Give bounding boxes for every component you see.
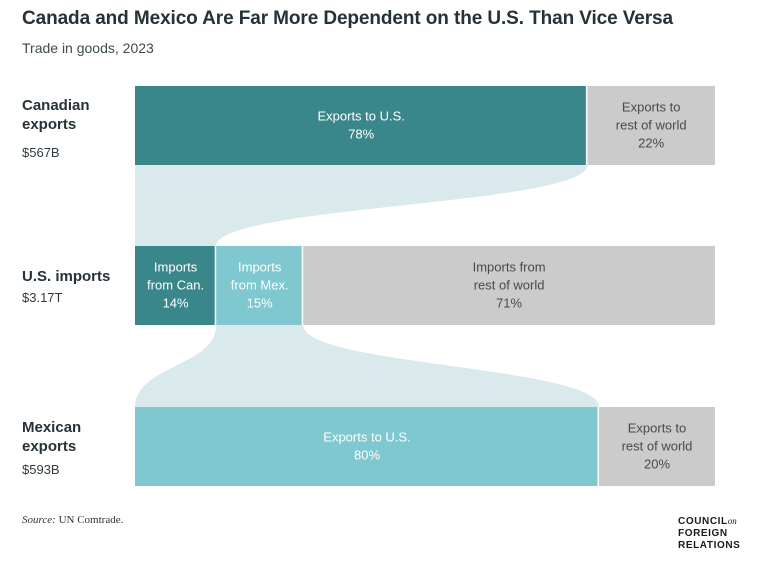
stacked-bars: Exports to U.S. 78% Exports to rest of worl… [135, 86, 715, 486]
bar-1-segment-0-category-label: Imports [154, 260, 198, 275]
bar-1-segment-2-category-label: Imports from [473, 260, 546, 275]
bar-0-segment-0 [135, 86, 586, 165]
logo-on: on [727, 516, 737, 526]
row-label-mexican-exports: Mexican exports [22, 418, 81, 456]
logo-line3: RELATIONS [678, 540, 741, 551]
bar-0-segment-1-category-label: rest of world [616, 118, 687, 133]
bar-2-segment-0-value-label: 80% [354, 448, 380, 463]
bar-0-segment-1 [587, 86, 715, 165]
row-label-line2: exports [22, 438, 77, 455]
bar-2-segment-1 [599, 407, 715, 486]
logo-line1: COUNCIL [678, 516, 728, 527]
bar-0-segment-1-value-label: 22% [638, 136, 664, 151]
bar-0-segment-0-category-label: Exports to U.S. [317, 109, 404, 124]
bar-1-segment-2-value-label: 71% [496, 296, 522, 311]
row-label-line1: Mexican [22, 419, 82, 436]
bar-0-segment-0-value-label: 78% [348, 127, 374, 142]
logo-line2: FOREIGN [678, 528, 728, 539]
row-label-line2: exports [22, 116, 77, 133]
chart-title: Canada and Mexico Are Far More Dependent… [22, 8, 673, 29]
source-note: Source: UN Comtrade. [22, 514, 123, 526]
bar-1-segment-1 [216, 246, 302, 325]
bar-0-segment-1-category-label: Exports to [622, 100, 681, 115]
flow-band-1 [135, 325, 599, 407]
bar-2-segment-1-category-label: rest of world [622, 439, 693, 454]
bar-1-segment-1-category-label: Imports [238, 260, 282, 275]
cfr-logo: COUNCILon FOREIGN RELATIONS [678, 515, 740, 552]
row-total-mexican-exports: $593B [22, 462, 60, 477]
row-label-canadian-exports: Canadian exports [22, 96, 90, 134]
row-label-line1: Canadian [22, 97, 90, 114]
source-text: UN Comtrade. [58, 514, 124, 526]
source-label: Source: [22, 514, 56, 526]
chart-subtitle: Trade in goods, 2023 [22, 40, 154, 56]
bar-2-segment-0-category-label: Exports to U.S. [323, 430, 410, 445]
bar-1-segment-0-category-label: from Can. [147, 278, 204, 293]
bar-1-segment-2-category-label: rest of world [474, 278, 545, 293]
flow-bands [135, 165, 599, 407]
bar-1-segment-2 [303, 246, 715, 325]
bar-1-segment-1-category-label: from Mex. [231, 278, 289, 293]
bar-2-segment-1-value-label: 20% [644, 457, 670, 472]
bar-2-segment-0 [135, 407, 598, 486]
bar-1-segment-0 [135, 246, 215, 325]
bar-2-segment-1-category-label: Exports to [628, 421, 687, 436]
row-label-us-imports: U.S. imports [22, 267, 110, 286]
bar-1-segment-1-value-label: 15% [247, 296, 273, 311]
row-total-canadian-exports: $567B [22, 145, 60, 160]
row-label-line1: U.S. imports [22, 268, 111, 285]
bar-1-segment-0-value-label: 14% [163, 296, 189, 311]
row-total-us-imports: $3.17T [22, 290, 63, 305]
flow-band-0 [135, 165, 588, 246]
